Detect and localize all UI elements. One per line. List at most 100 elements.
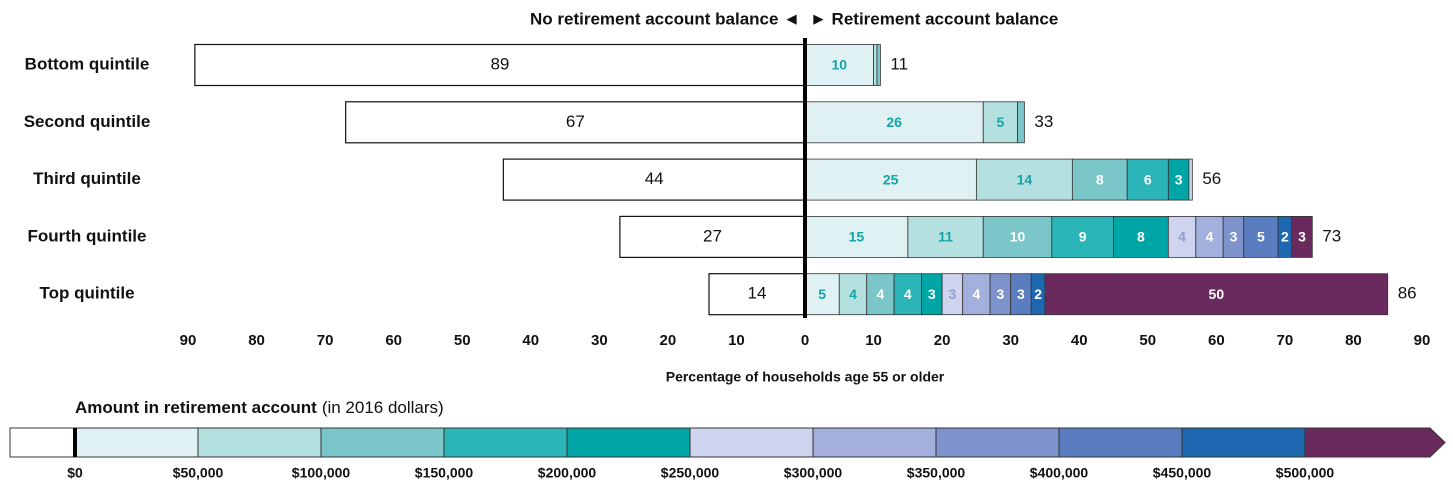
no-balance-bar — [345, 101, 806, 144]
segment — [1291, 215, 1313, 258]
category-label: Second quintile — [24, 112, 151, 131]
no-balance-label: 67 — [566, 112, 585, 131]
x-tick-label: 90 — [180, 332, 197, 349]
segment — [804, 158, 977, 201]
segment-label: 5 — [996, 114, 1004, 130]
segment — [962, 273, 991, 316]
segment-label: 2 — [1281, 229, 1289, 245]
x-tick-label: 30 — [1002, 332, 1019, 349]
segment-label: 2 — [1034, 286, 1042, 302]
segment-label: 9 — [1079, 229, 1087, 245]
segment-label: 5 — [1257, 229, 1265, 245]
segment-label: 3 — [1175, 171, 1183, 187]
x-tick-label: 60 — [1208, 332, 1225, 349]
segment-label: 4 — [1206, 229, 1214, 245]
segment — [982, 215, 1053, 258]
legend-swatch — [74, 427, 199, 458]
segment — [1071, 158, 1128, 201]
x-tick-label: 50 — [1139, 332, 1156, 349]
segment — [873, 44, 878, 86]
right-header: ► Retirement account balance — [810, 9, 1058, 28]
segment-label: 25 — [883, 171, 899, 187]
segment-label: 4 — [1178, 229, 1186, 245]
legend-swatch — [566, 427, 691, 458]
legend-label: $100,000 — [292, 465, 351, 481]
legend-no-balance — [9, 427, 76, 458]
total-label: 56 — [1202, 169, 1221, 188]
x-tick-label: 70 — [1277, 332, 1294, 349]
total-label: 11 — [890, 54, 908, 73]
total-label: 33 — [1034, 112, 1053, 131]
no-balance-bar — [619, 215, 806, 258]
legend-swatch — [935, 427, 1060, 458]
segment-label: 50 — [1209, 286, 1225, 302]
segment-label: 4 — [849, 286, 857, 302]
segment-label: 3 — [1230, 229, 1238, 245]
legend-label: $150,000 — [415, 465, 474, 481]
legend-swatch — [1304, 427, 1446, 458]
legend-swatch — [1058, 427, 1183, 458]
legend-label: $350,000 — [907, 465, 966, 481]
segment-label: 3 — [996, 286, 1004, 302]
segment — [907, 215, 984, 258]
segment-label: 4 — [877, 286, 885, 302]
category-label: Top quintile — [39, 284, 134, 303]
no-balance-bar — [194, 43, 806, 87]
legend-label: $400,000 — [1030, 465, 1089, 481]
segment-label: 15 — [849, 229, 865, 245]
x-tick-label: 60 — [385, 332, 402, 349]
no-balance-label: 44 — [645, 169, 664, 188]
segment — [982, 101, 1018, 144]
segment-label: 8 — [1137, 229, 1145, 245]
segment-label: 14 — [1017, 171, 1033, 187]
segment — [804, 101, 984, 144]
segment-label: 5 — [818, 286, 826, 302]
legend-swatch — [443, 427, 568, 458]
category-label: Third quintile — [33, 169, 141, 188]
x-tick-label: 80 — [1345, 332, 1362, 349]
no-balance-bar — [502, 158, 806, 201]
x-tick-label: 20 — [660, 332, 677, 349]
segment — [804, 215, 909, 258]
x-tick-label: 50 — [454, 332, 471, 349]
x-tick-label: 80 — [248, 332, 265, 349]
x-tick-label: 20 — [934, 332, 951, 349]
segment-label: 11 — [938, 229, 953, 245]
segment-label: 8 — [1096, 171, 1104, 187]
segment — [975, 158, 1073, 201]
segment — [1017, 101, 1025, 144]
segment — [1051, 215, 1114, 258]
no-balance-label: 14 — [748, 284, 767, 303]
segment — [838, 273, 868, 316]
category-label: Fourth quintile — [28, 226, 147, 245]
x-tick-label: 30 — [591, 332, 608, 349]
segment — [1167, 215, 1197, 258]
legend-swatch — [689, 427, 814, 458]
legend-swatch — [320, 427, 445, 458]
segment-label: 4 — [972, 286, 980, 302]
segment — [1188, 158, 1193, 201]
x-tick-label: 70 — [317, 332, 334, 349]
total-label: 86 — [1398, 284, 1417, 303]
segment — [1126, 158, 1169, 201]
segment-label: 10 — [831, 57, 847, 73]
segment-label: 3 — [928, 286, 936, 302]
segment — [1113, 215, 1169, 258]
no-balance-bar — [708, 273, 806, 316]
segment-label: 6 — [1144, 171, 1152, 187]
x-tick-label: 10 — [865, 332, 882, 349]
x-tick-label: 40 — [522, 332, 539, 349]
segment — [876, 44, 881, 86]
segment — [1044, 273, 1389, 316]
legend-title-main: Amount in retirement account — [75, 398, 317, 417]
no-balance-label: 27 — [703, 226, 722, 245]
legend-label: $50,000 — [173, 465, 224, 481]
segment — [804, 44, 874, 86]
segment-label: 26 — [886, 114, 902, 130]
left-header: No retirement account balance ◄ — [530, 9, 800, 28]
segment-label: 3 — [1298, 229, 1306, 245]
segment-label: 3 — [948, 286, 956, 302]
segment-label: 10 — [1010, 229, 1026, 245]
segment — [804, 273, 840, 316]
